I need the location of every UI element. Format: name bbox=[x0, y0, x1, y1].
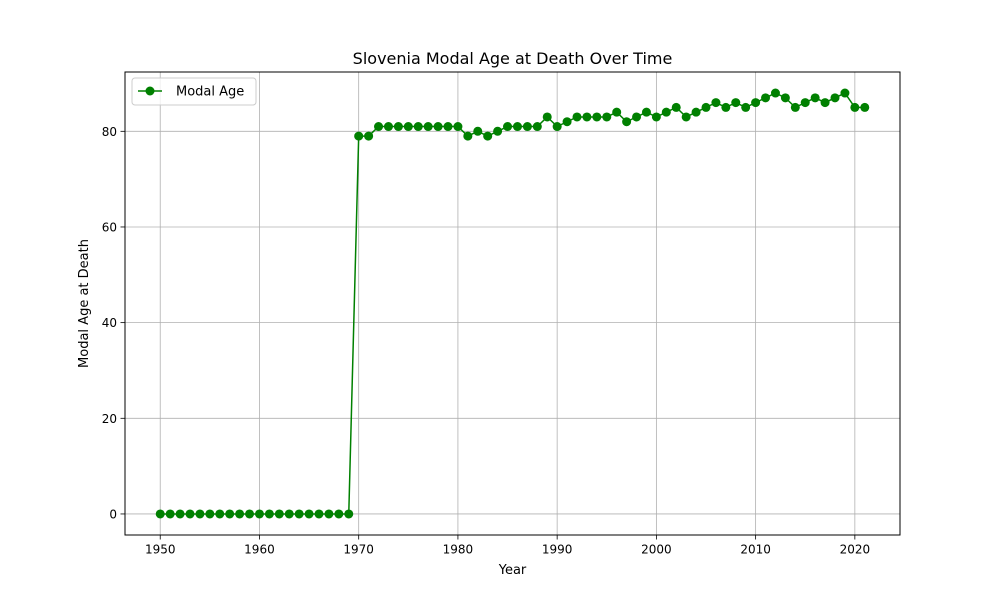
data-point bbox=[413, 122, 423, 132]
data-point bbox=[175, 509, 185, 519]
data-point bbox=[860, 102, 870, 112]
data-point bbox=[780, 93, 790, 103]
data-point bbox=[443, 122, 453, 132]
data-point bbox=[503, 122, 513, 132]
data-point bbox=[235, 509, 245, 519]
data-point bbox=[612, 107, 622, 117]
data-point bbox=[314, 509, 324, 519]
data-point bbox=[354, 131, 364, 141]
data-point bbox=[622, 117, 632, 127]
data-point bbox=[661, 107, 671, 117]
data-point bbox=[641, 107, 651, 117]
data-point bbox=[383, 122, 393, 132]
data-point bbox=[691, 107, 701, 117]
legend-marker-swatch bbox=[145, 86, 155, 96]
x-tick-label: 1960 bbox=[244, 543, 275, 557]
data-point bbox=[433, 122, 443, 132]
data-point bbox=[403, 122, 413, 132]
chart-title: Slovenia Modal Age at Death Over Time bbox=[353, 49, 673, 68]
data-point bbox=[850, 102, 860, 112]
data-point bbox=[155, 509, 165, 519]
data-point bbox=[820, 98, 830, 108]
x-tick-label: 2000 bbox=[641, 543, 672, 557]
data-point bbox=[592, 112, 602, 122]
x-tick-label: 1990 bbox=[542, 543, 573, 557]
legend-box bbox=[131, 77, 257, 106]
data-point bbox=[185, 509, 195, 519]
data-point bbox=[651, 112, 661, 122]
data-point bbox=[522, 122, 532, 132]
x-tick-label: 2020 bbox=[840, 543, 871, 557]
data-point bbox=[264, 509, 274, 519]
data-point bbox=[830, 93, 840, 103]
data-point bbox=[810, 93, 820, 103]
data-point bbox=[671, 102, 681, 112]
data-point bbox=[632, 112, 642, 122]
data-point bbox=[790, 102, 800, 112]
data-point bbox=[324, 509, 334, 519]
plot-frame bbox=[124, 71, 901, 536]
data-point bbox=[473, 126, 483, 136]
y-axis-label: Modal Age at Death bbox=[77, 239, 92, 368]
series-layer bbox=[155, 88, 870, 519]
x-tick-label: 1970 bbox=[343, 543, 374, 557]
data-point bbox=[334, 509, 344, 519]
y-tick-label: 80 bbox=[102, 125, 117, 139]
data-point bbox=[165, 509, 175, 519]
data-point bbox=[254, 509, 264, 519]
data-point bbox=[284, 509, 294, 519]
data-point bbox=[423, 122, 433, 132]
data-point bbox=[453, 122, 463, 132]
data-point bbox=[393, 122, 403, 132]
data-point bbox=[582, 112, 592, 122]
data-point bbox=[562, 117, 572, 127]
data-point bbox=[245, 509, 255, 519]
data-point bbox=[552, 122, 562, 132]
x-tick-label: 1950 bbox=[145, 543, 176, 557]
data-point bbox=[344, 509, 354, 519]
data-point bbox=[761, 93, 771, 103]
data-point bbox=[711, 98, 721, 108]
data-point bbox=[681, 112, 691, 122]
data-point bbox=[364, 131, 374, 141]
data-point bbox=[374, 122, 384, 132]
data-point bbox=[205, 509, 215, 519]
data-point bbox=[602, 112, 612, 122]
data-point bbox=[195, 509, 205, 519]
data-point bbox=[731, 98, 741, 108]
legend-entry-label: Modal Age bbox=[176, 85, 244, 100]
data-point bbox=[225, 509, 235, 519]
data-point bbox=[294, 509, 304, 519]
data-point bbox=[572, 112, 582, 122]
data-point bbox=[542, 112, 552, 122]
x-tick-label: 1980 bbox=[443, 543, 474, 557]
data-point bbox=[493, 126, 503, 136]
y-tick-label: 0 bbox=[109, 507, 117, 521]
data-point bbox=[800, 98, 810, 108]
axis-ticks: 1950 1960 1970 1980 1990 2000 2010 2020 0 20 40 60 8… bbox=[102, 125, 870, 557]
data-point bbox=[701, 102, 711, 112]
legend: Modal Age bbox=[131, 77, 257, 106]
data-point bbox=[274, 509, 284, 519]
data-point bbox=[215, 509, 225, 519]
y-tick-label: 40 bbox=[102, 316, 117, 330]
data-point bbox=[741, 102, 751, 112]
data-point bbox=[512, 122, 522, 132]
data-point bbox=[532, 122, 542, 132]
x-tick-label: 2010 bbox=[740, 543, 771, 557]
data-point bbox=[770, 88, 780, 98]
data-point bbox=[721, 102, 731, 112]
y-tick-label: 20 bbox=[102, 412, 117, 426]
data-point bbox=[463, 131, 473, 141]
data-point bbox=[751, 98, 761, 108]
data-point bbox=[304, 509, 314, 519]
y-tick-label: 60 bbox=[102, 220, 117, 234]
data-point bbox=[483, 131, 493, 141]
x-axis-label: Year bbox=[498, 563, 527, 578]
data-point bbox=[840, 88, 850, 98]
